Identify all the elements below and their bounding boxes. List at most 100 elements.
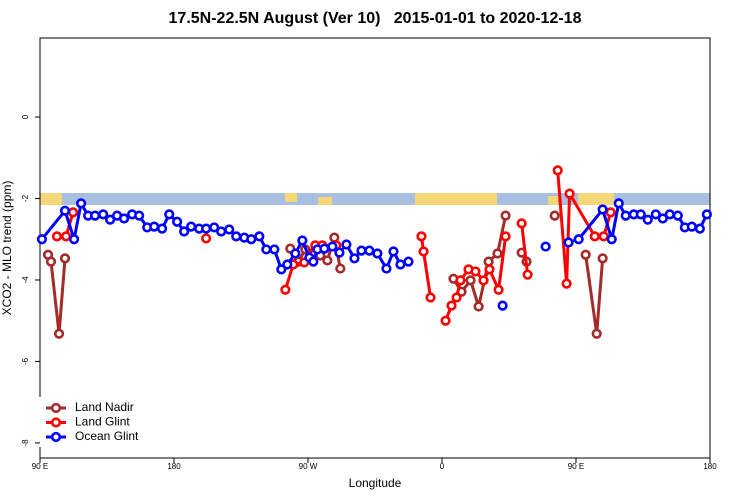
point bbox=[186, 221, 197, 232]
point bbox=[246, 234, 257, 245]
point bbox=[172, 216, 183, 227]
point bbox=[254, 231, 265, 242]
point bbox=[440, 315, 451, 326]
point bbox=[75, 198, 87, 209]
point bbox=[261, 244, 272, 255]
x-tick-label: 90 W bbox=[299, 462, 318, 471]
point bbox=[119, 213, 130, 224]
point bbox=[470, 266, 481, 277]
point bbox=[149, 221, 160, 232]
point bbox=[51, 231, 63, 242]
point bbox=[605, 207, 616, 218]
point bbox=[364, 245, 375, 256]
legend-label: Land Glint bbox=[75, 415, 130, 429]
legend-marker bbox=[50, 402, 62, 414]
point bbox=[563, 237, 574, 248]
point bbox=[598, 231, 609, 242]
legend-label: Land Nadir bbox=[75, 400, 134, 414]
point bbox=[53, 328, 65, 339]
plot-frame bbox=[39, 37, 711, 459]
point bbox=[224, 224, 235, 235]
point bbox=[418, 246, 429, 257]
point bbox=[67, 207, 79, 218]
point bbox=[388, 246, 399, 257]
point bbox=[580, 249, 591, 260]
point bbox=[483, 256, 494, 267]
point bbox=[642, 214, 653, 225]
point bbox=[322, 255, 333, 266]
y-tick-label: 0 bbox=[21, 114, 30, 119]
point bbox=[60, 231, 72, 242]
point bbox=[620, 210, 631, 221]
point bbox=[493, 284, 504, 295]
point bbox=[589, 231, 600, 242]
point bbox=[381, 263, 392, 274]
point bbox=[701, 209, 712, 220]
point bbox=[694, 223, 705, 234]
point bbox=[297, 235, 308, 246]
point bbox=[45, 256, 57, 267]
point bbox=[209, 222, 220, 233]
y-tick-label: -2 bbox=[21, 194, 30, 202]
point bbox=[416, 231, 427, 242]
point bbox=[68, 234, 80, 245]
point bbox=[395, 259, 406, 270]
point bbox=[664, 209, 675, 220]
point bbox=[308, 256, 319, 267]
x-tick-label: 0 bbox=[440, 462, 445, 471]
point bbox=[650, 209, 661, 220]
point bbox=[672, 210, 683, 221]
chart-title: 17.5N-22.5N August (Ver 10) 2015-01-01 t… bbox=[169, 10, 582, 27]
point bbox=[105, 214, 116, 225]
point bbox=[59, 205, 71, 216]
point bbox=[522, 269, 533, 280]
point bbox=[540, 241, 551, 252]
point bbox=[451, 292, 462, 303]
point bbox=[573, 234, 584, 245]
point bbox=[282, 259, 293, 270]
point bbox=[591, 328, 602, 339]
point bbox=[473, 301, 484, 312]
point bbox=[319, 243, 330, 254]
point bbox=[549, 210, 560, 221]
point bbox=[335, 263, 346, 274]
point bbox=[341, 239, 352, 250]
point bbox=[89, 210, 101, 221]
point bbox=[201, 223, 212, 234]
point bbox=[561, 278, 572, 289]
point bbox=[403, 256, 414, 267]
point bbox=[597, 253, 608, 264]
point bbox=[497, 300, 508, 311]
point bbox=[280, 284, 291, 295]
y-tick-label: -4 bbox=[21, 276, 30, 284]
point bbox=[552, 165, 563, 176]
point bbox=[269, 244, 280, 255]
point bbox=[500, 210, 511, 221]
point bbox=[372, 248, 383, 259]
point bbox=[179, 226, 190, 237]
land-ocean-strip bbox=[40, 193, 710, 205]
point bbox=[134, 210, 145, 221]
point bbox=[329, 232, 340, 243]
legend-label: Ocean Glint bbox=[75, 429, 139, 443]
point bbox=[290, 248, 301, 259]
point bbox=[635, 209, 646, 220]
x-tick-label: 90 E bbox=[568, 462, 584, 471]
point bbox=[500, 231, 511, 242]
point bbox=[156, 223, 168, 234]
point bbox=[327, 241, 338, 252]
point bbox=[349, 253, 360, 264]
point bbox=[164, 209, 175, 220]
point bbox=[657, 213, 668, 224]
legend-marker bbox=[50, 417, 62, 428]
point bbox=[59, 253, 71, 264]
point bbox=[216, 226, 227, 237]
legend-marker bbox=[50, 431, 62, 443]
y-tick-label: -8 bbox=[21, 439, 30, 447]
point bbox=[516, 218, 527, 229]
x-tick-label: 180 bbox=[167, 462, 181, 471]
point bbox=[564, 188, 575, 199]
x-tick-label: 180 bbox=[703, 462, 717, 471]
y-axis-label: XCO2 - MLO trend (ppm) bbox=[0, 181, 14, 316]
